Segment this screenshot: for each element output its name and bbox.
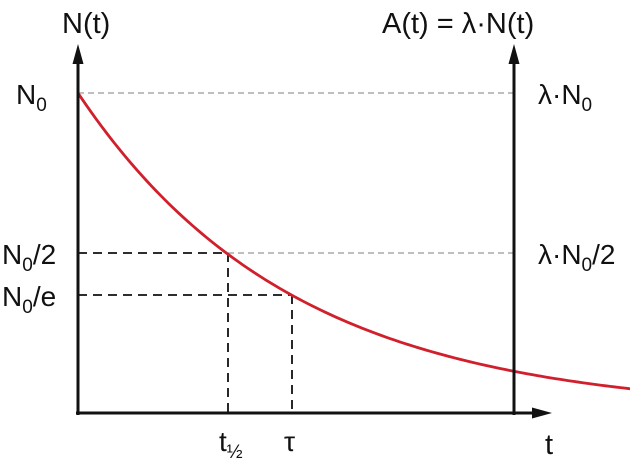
right-tick-lambda-n0-half: λ·N0/2: [538, 239, 615, 276]
x-tick-half-life: t½: [219, 426, 243, 463]
decay-curve: [76, 92, 630, 391]
x-axis-title: t: [545, 429, 553, 461]
left-axis-arrow-icon: [72, 44, 84, 64]
left-axis-title: N(t): [62, 8, 110, 40]
right-tick-lambda-n0: λ·N0: [538, 79, 592, 116]
left-tick-n0: N0: [16, 79, 47, 116]
x-axis-arrow-icon: [532, 407, 552, 419]
right-axis-title: A(t) = λ·N(t): [382, 8, 534, 40]
x-tick-tau: τ: [284, 426, 295, 457]
left-tick-n0-e: N0/e: [2, 281, 56, 318]
left-tick-n0-half: N0/2: [2, 239, 56, 276]
right-axis-arrow-icon: [508, 44, 520, 64]
